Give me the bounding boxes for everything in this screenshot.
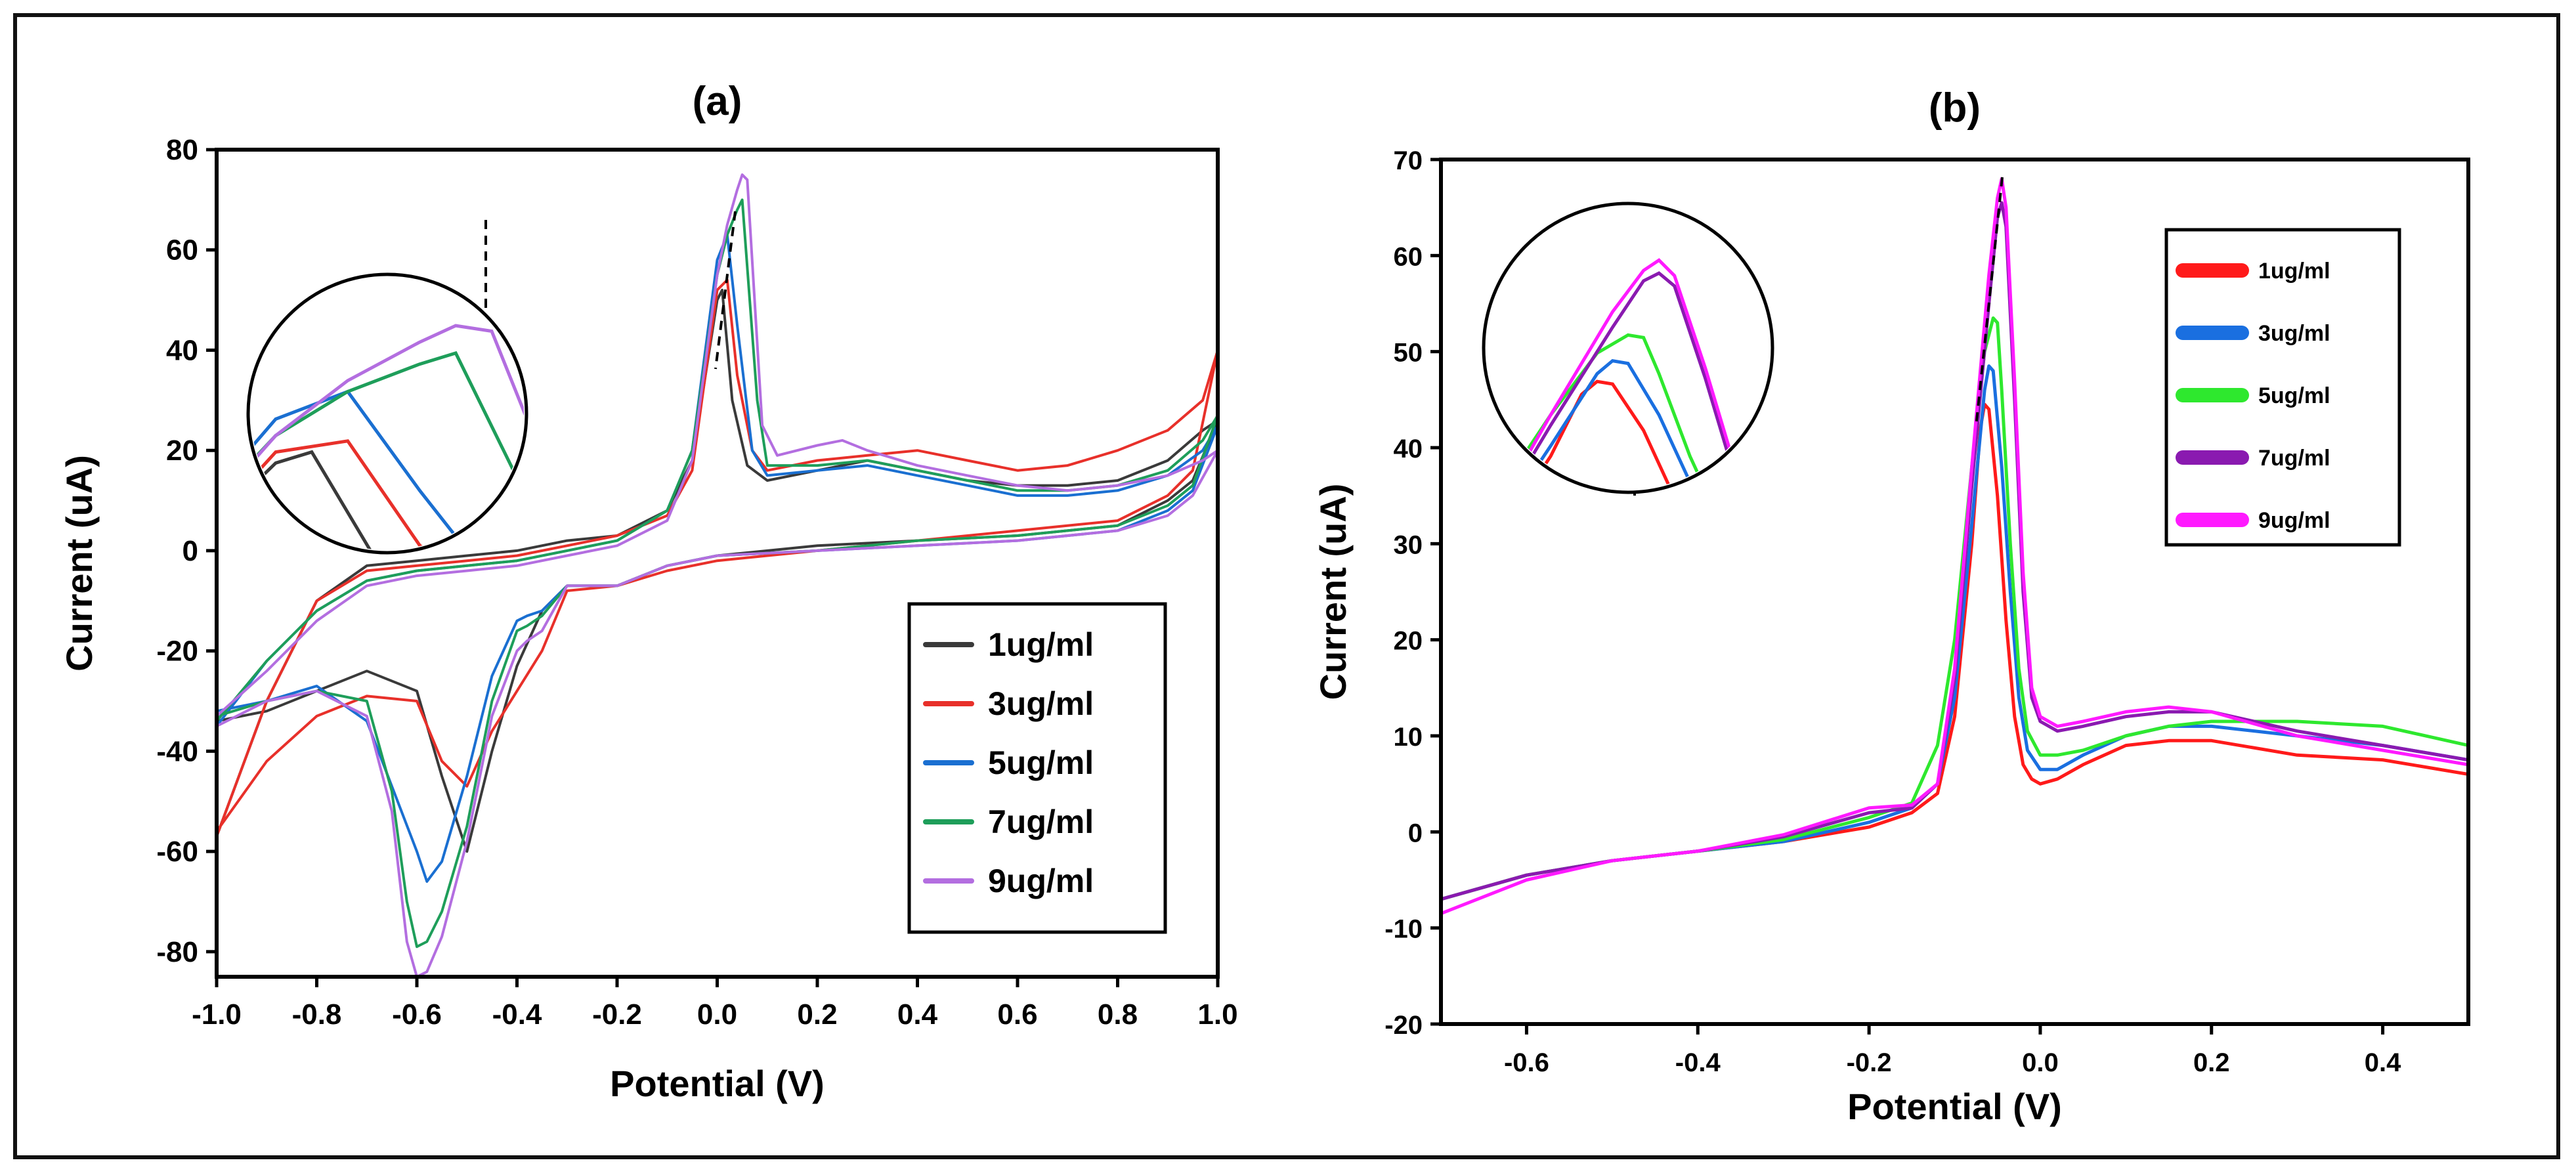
legend-box <box>2164 228 2401 547</box>
x-tick-label: 0.8 <box>1098 998 1138 1031</box>
y-tick-label: 0 <box>182 535 198 567</box>
legend-box <box>907 602 1167 934</box>
series-line-3ug/ml <box>217 278 1218 837</box>
y-axis-label: Current (uA) <box>58 455 100 672</box>
legend-label: 5ug/ml <box>988 744 1094 781</box>
legend: 1ug/ml 3ug/ml 5ug/ml 7ug/ml 9ug/ml <box>907 602 1167 934</box>
legend-label: 9ug/ml <box>988 863 1094 899</box>
zoom-series-7ug/ml <box>1486 271 1770 490</box>
legend-label: 3ug/ml <box>988 685 1094 722</box>
legend-label: 1ug/ml <box>2258 259 2330 284</box>
y-tick-label: 80 <box>166 134 198 166</box>
x-tick-label: -0.6 <box>1504 1048 1549 1077</box>
zoom-circle-fill <box>248 274 526 553</box>
y-tick-label: -10 <box>1385 915 1423 944</box>
y-tick-label: 20 <box>166 435 198 467</box>
x-tick-label: 0.4 <box>897 998 938 1031</box>
y-tick-label: -20 <box>1385 1011 1423 1040</box>
series-line-9ug/ml <box>1441 177 2468 916</box>
y-tick-label: -20 <box>156 635 198 668</box>
legend-label: 5ug/ml <box>2258 383 2330 408</box>
zoom-circle-border <box>246 272 528 555</box>
x-axis-label: Potential (V) <box>610 1063 825 1104</box>
x-tick-label: -0.4 <box>492 998 542 1031</box>
x-tick-label: 0.0 <box>697 998 737 1031</box>
x-axis-label: Potential (V) <box>1847 1086 2062 1127</box>
zoom-series-3ug/ml <box>1486 358 1770 490</box>
chart-title: (a) <box>693 79 742 124</box>
zoom-lines <box>1486 258 1770 490</box>
series-group <box>1441 177 2468 916</box>
legend-label: 7ug/ml <box>2258 446 2330 471</box>
y-tick-label: 40 <box>1394 435 1423 463</box>
x-tick-label: 0.6 <box>997 998 1037 1031</box>
x-tick-label: -0.6 <box>392 998 442 1031</box>
x-tick-label: -0.2 <box>592 998 642 1031</box>
y-tick-label: 20 <box>1394 627 1423 656</box>
y-tick-label: 0 <box>1408 819 1423 847</box>
x-tick-label: 0.2 <box>797 998 837 1031</box>
y-tick-label: 70 <box>1394 146 1423 175</box>
series-group <box>217 173 1218 977</box>
x-tick-label: 0.0 <box>2022 1048 2059 1077</box>
series-line-5ug/ml <box>1441 316 2468 901</box>
y-tick-label: -40 <box>156 735 198 767</box>
y-tick-label: 40 <box>166 334 198 366</box>
chart-1: (b) -0.6 -0.4 -0.2 0.0 0.2 0.4 -20 -10 0 10 20 30 40 5… <box>1312 85 2470 1127</box>
x-tick-label: 0.2 <box>2193 1048 2230 1077</box>
series-line-9ug/ml <box>217 173 1218 977</box>
figure-frame <box>13 13 2560 1159</box>
legend-label: 3ug/ml <box>2258 321 2330 346</box>
legend-label: 9ug/ml <box>2258 508 2330 533</box>
zoom-connector <box>714 211 737 370</box>
legend-label: 7ug/ml <box>988 803 1094 840</box>
zoom-circle-border <box>1482 202 1774 494</box>
zoom-series-5ug/ml <box>1486 333 1770 490</box>
series-line-1ug/ml <box>217 288 1218 853</box>
y-tick-label: -60 <box>156 836 198 868</box>
series-line-7ug/ml <box>217 198 1218 949</box>
y-tick-label: 30 <box>1394 530 1423 559</box>
series-line-7ug/ml <box>1441 201 2468 901</box>
chart-0: (a) -1.0 -0.8 -0.6 -0.4 -0.2 0.0 0.2 0.4 0.6 0.8 1.… <box>58 79 1238 1104</box>
x-tick-label: -0.4 <box>1675 1048 1721 1077</box>
plot-frame <box>1439 158 2470 1026</box>
legend-label: 1ug/ml <box>988 626 1094 663</box>
legend: 1ug/ml 3ug/ml 5ug/ml 7ug/ml 9ug/ml <box>2164 228 2401 547</box>
chart-title: (b) <box>1929 85 1981 131</box>
y-tick-label: -80 <box>156 936 198 968</box>
zoom-inset <box>246 211 737 555</box>
x-tick-label: 0.4 <box>2365 1048 2401 1077</box>
x-tick-label: -0.2 <box>1847 1048 1892 1077</box>
zoom-connector <box>1975 177 2004 427</box>
y-axis-label: Current (uA) <box>1312 484 1354 700</box>
zoom-series-1ug/ml <box>1486 379 1770 490</box>
y-tick-label: 60 <box>1394 242 1423 271</box>
zoom-inset <box>1482 177 2004 496</box>
x-tick-label: -0.8 <box>292 998 342 1031</box>
y-tick-label: 10 <box>1394 723 1423 752</box>
x-tick-label: 1.0 <box>1197 998 1237 1031</box>
y-tick-label: 60 <box>166 234 198 267</box>
x-tick-label: -1.0 <box>192 998 242 1031</box>
y-tick-label: 50 <box>1394 339 1423 368</box>
zoom-series-9ug/ml <box>1486 258 1770 490</box>
